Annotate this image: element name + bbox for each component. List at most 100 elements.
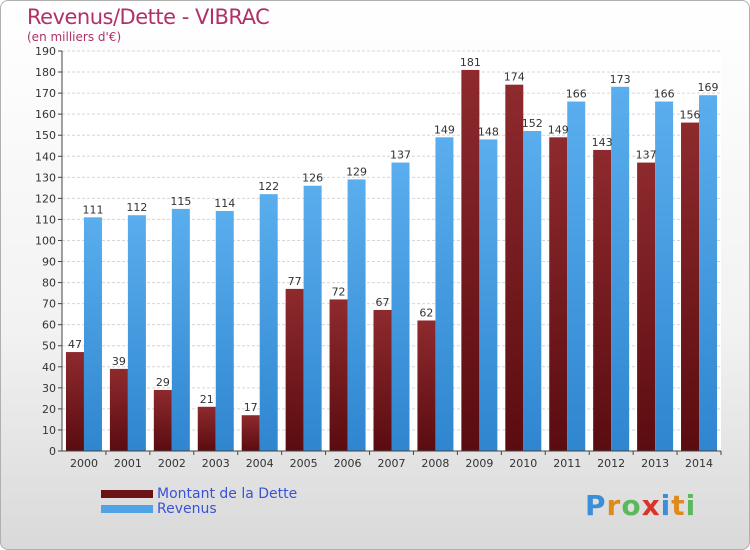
y-tick-label: 150 [35,129,56,142]
bars-layer [65,69,718,452]
legend-label-revenus: Revenus [157,501,217,517]
data-label-revenus: 149 [434,123,455,136]
x-tick-label: 2004 [246,457,274,470]
bar-revenus [215,211,234,451]
data-label-revenus: 169 [698,81,719,94]
data-label-dette: 137 [636,149,657,162]
bar-dette [549,137,568,451]
data-label-revenus: 166 [654,88,675,101]
bar-dette [285,288,304,451]
x-tick-label: 2009 [465,457,493,470]
data-label-dette: 39 [112,355,126,368]
bar-revenus [567,101,586,452]
data-label-revenus: 137 [390,149,411,162]
x-tick-label: 2011 [553,457,581,470]
y-tick-label: 180 [35,66,56,79]
bar-dette [461,69,480,452]
bar-dette [593,149,612,451]
x-tick-label: 2005 [290,457,318,470]
data-label-dette: 67 [376,296,390,309]
bar-revenus [171,208,190,451]
y-tick-label: 120 [35,192,56,205]
x-tick-label: 2006 [334,457,362,470]
bar-dette [681,122,700,451]
bar-revenus [479,139,498,451]
x-tick-label: 2007 [378,457,406,470]
y-tick-label: 10 [42,424,56,437]
y-tick-label: 0 [49,445,56,458]
bar-revenus [523,131,542,451]
bar-dette [505,84,524,452]
data-label-revenus: 126 [302,172,323,185]
labels-layer: 47 111 39 112 29 115 21 114 17 122 77 126 72 129 67 137… [68,56,719,414]
data-label-dette: 72 [332,285,346,298]
bar-dette [109,368,128,451]
data-label-dette: 156 [680,109,701,122]
y-tick-label: 140 [35,150,56,163]
bar-revenus [655,101,674,452]
data-label-revenus: 115 [170,195,191,208]
proxiti-logo: Proxiti [585,489,697,522]
bar-dette [197,406,216,451]
bar-dette [329,299,348,451]
data-label-dette: 47 [68,338,82,351]
y-tick-label: 70 [42,298,56,311]
y-tick-label: 130 [35,171,56,184]
y-tick-label: 100 [35,234,56,247]
y-tick-label: 20 [42,403,56,416]
bar-revenus [611,86,630,451]
y-tick-label: 40 [42,361,56,374]
legend-swatch-dette [101,490,153,498]
data-label-dette: 77 [288,275,302,288]
data-label-dette: 62 [419,306,433,319]
data-label-dette: 21 [200,393,214,406]
x-tick-label: 2003 [202,457,230,470]
data-label-revenus: 152 [522,117,543,130]
data-label-dette: 17 [244,401,258,414]
bar-revenus [699,95,718,452]
data-label-revenus: 166 [566,88,587,101]
chart-subtitle: (en milliers d'€) [27,30,122,44]
bar-revenus [391,162,410,451]
data-label-revenus: 173 [610,73,631,86]
bar-revenus [259,194,278,451]
data-label-dette: 149 [548,123,569,136]
bar-revenus [303,185,322,451]
data-label-revenus: 129 [346,165,367,178]
y-tick-label: 80 [42,277,56,290]
y-tick-label: 170 [35,87,56,100]
data-label-dette: 174 [504,71,525,84]
bar-revenus [83,217,102,451]
axis-layer: 0 10 20 30 40 50 60 70 80 90 100 110 120 130 140 150 160… [35,45,722,470]
y-tick-label: 190 [35,45,56,58]
bar-revenus [127,215,146,451]
data-label-revenus: 112 [126,201,147,214]
data-label-dette: 29 [156,376,170,389]
bar-dette [373,309,392,451]
y-tick-label: 110 [35,213,56,226]
data-label-revenus: 148 [478,125,499,138]
bar-dette [241,415,260,451]
chart-title: Revenus/Dette - VIBRAC [27,5,270,29]
data-label-revenus: 111 [82,203,103,216]
y-tick-label: 90 [42,256,56,269]
bar-dette [65,352,84,451]
y-tick-label: 60 [42,319,56,332]
data-label-dette: 181 [460,56,481,69]
y-tick-label: 50 [42,340,56,353]
x-tick-label: 2013 [641,457,669,470]
x-tick-label: 2014 [685,457,713,470]
x-tick-label: 2000 [70,457,98,470]
bar-dette [153,389,172,451]
bar-revenus [347,179,366,451]
y-tick-label: 160 [35,108,56,121]
legend-swatch-revenus [101,505,153,513]
legend-label-dette: Montant de la Dette [157,486,298,502]
y-tick-label: 30 [42,382,56,395]
data-label-revenus: 122 [258,180,279,193]
data-label-dette: 143 [592,136,613,149]
x-tick-label: 2002 [158,457,186,470]
bar-dette [637,162,656,451]
